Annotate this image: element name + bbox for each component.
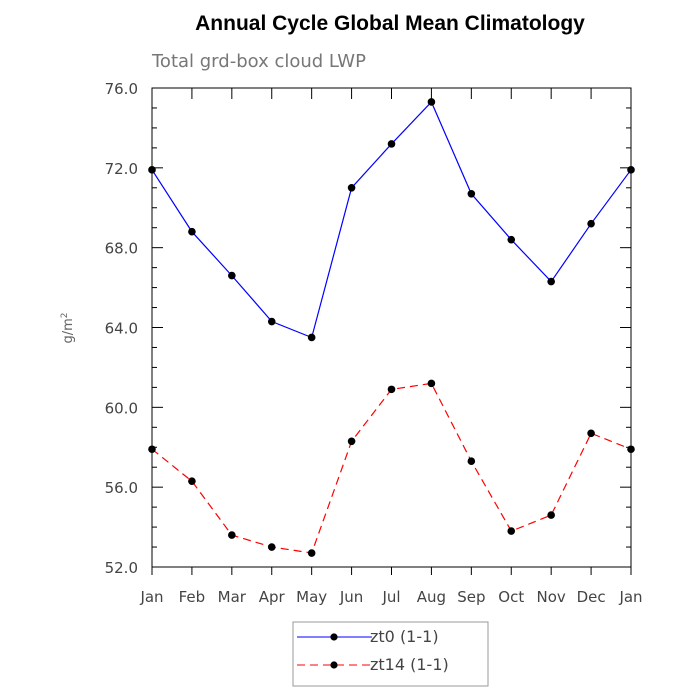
data-point — [188, 227, 196, 236]
plot-frame — [151, 87, 632, 568]
y-axis: 52.0 56.0 60.0 64.0 68.0 72.0 76.0 — [105, 80, 138, 577]
y-tick-label: 76.0 — [105, 80, 138, 98]
y-tick-label: 68.0 — [105, 240, 138, 258]
data-point — [267, 543, 276, 551]
data-point — [148, 445, 156, 454]
y-tick-label: 56.0 — [105, 479, 138, 497]
data-point — [347, 437, 356, 446]
x-tick-label: Jun — [339, 588, 363, 606]
data-point — [347, 183, 356, 192]
data-point — [387, 385, 396, 394]
x-tick-label: Mar — [218, 588, 247, 606]
data-point — [188, 477, 196, 485]
data-point — [148, 166, 156, 174]
data-point — [467, 457, 476, 466]
data-point — [307, 333, 316, 342]
legend-label-zt14: zt14 (1-1) — [370, 655, 449, 674]
data-point — [427, 379, 436, 388]
x-tick-label: Nov — [537, 588, 566, 606]
legend-marker-zt14 — [330, 661, 338, 669]
x-tick-label: Feb — [179, 588, 206, 606]
x-tick-label: Dec — [577, 588, 606, 606]
data-point — [627, 445, 635, 454]
series-group — [148, 98, 635, 557]
x-tick-label: Jan — [618, 588, 642, 606]
data-point — [547, 511, 555, 519]
x-tick-label: May — [296, 588, 327, 606]
x-tick-label: Oct — [498, 588, 524, 606]
data-point — [228, 531, 236, 539]
y-tick-label: 72.0 — [105, 160, 138, 178]
y-axis-label-text: g/m — [61, 318, 76, 343]
x-axis: Jan Feb Mar Apr May Jun Jul Aug Sep Oct Nov Dec Jan — [139, 588, 642, 606]
data-point — [467, 189, 476, 198]
legend-box — [292, 621, 489, 687]
data-point — [587, 429, 595, 438]
series-line-zt0 — [151, 100, 632, 339]
x-tick-label: Aug — [417, 588, 446, 606]
legend-label-zt0: zt0 (1-1) — [370, 627, 439, 646]
chart-subtitle: Total grd-box cloud LWP — [151, 51, 366, 72]
data-point — [307, 549, 316, 557]
x-tick-label: Jan — [139, 588, 163, 606]
axis-ticks — [151, 87, 632, 575]
data-point — [267, 317, 276, 326]
y-tick-label: 64.0 — [105, 320, 138, 338]
y-axis-label-superscript: 2 — [60, 312, 70, 318]
data-point — [587, 219, 595, 228]
legend: zt0 (1-1) zt14 (1-1) — [292, 621, 489, 687]
data-point — [507, 235, 516, 244]
legend-marker-zt0 — [330, 633, 338, 641]
data-point — [427, 98, 436, 106]
series-line-zt14 — [151, 382, 632, 554]
data-point — [387, 140, 396, 148]
data-point — [547, 277, 555, 286]
data-point — [228, 271, 236, 280]
x-tick-label: Apr — [259, 588, 286, 606]
x-tick-label: Jul — [381, 588, 400, 606]
y-tick-label: 60.0 — [105, 399, 138, 417]
y-axis-label: g/m2 — [60, 312, 76, 343]
data-point — [627, 166, 635, 174]
x-tick-label: Sep — [457, 588, 485, 606]
y-tick-label: 52.0 — [105, 559, 138, 577]
chart-title: Annual Cycle Global Mean Climatology — [195, 12, 585, 35]
data-point — [507, 527, 516, 535]
